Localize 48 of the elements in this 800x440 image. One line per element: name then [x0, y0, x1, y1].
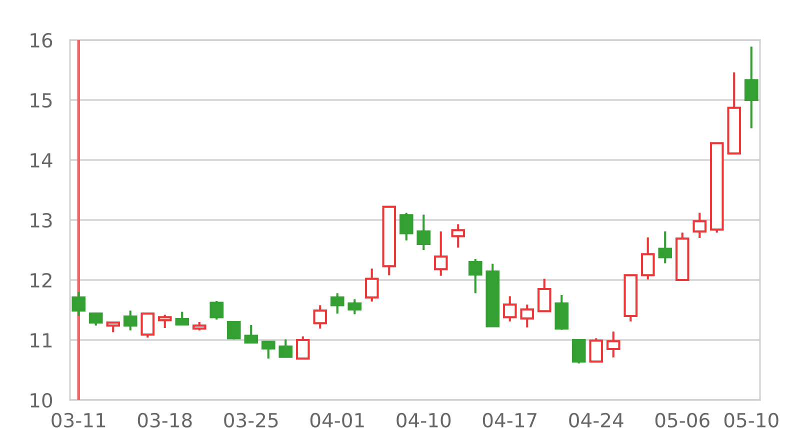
x-tick-label: 03-18 — [138, 412, 192, 428]
y-tick-label: 12 — [30, 272, 52, 288]
candlestick — [468, 258, 482, 294]
candlestick — [520, 304, 534, 328]
y-tick-label: 16 — [30, 32, 52, 48]
candlestick — [226, 320, 241, 340]
candlestick — [364, 268, 379, 303]
candlestick — [278, 338, 293, 358]
candlestick — [399, 212, 414, 242]
candlestick — [416, 214, 431, 252]
candlestick — [658, 230, 672, 264]
candlestick — [158, 314, 172, 330]
candlestick — [692, 212, 707, 240]
candlestick — [72, 290, 86, 318]
candlestick — [106, 322, 120, 334]
candlestick — [296, 335, 310, 360]
candlestick — [589, 337, 604, 363]
x-tick-label: 04-10 — [396, 412, 451, 428]
y-tick-label: 15 — [30, 93, 52, 108]
y-tick-label: 14 — [30, 153, 52, 168]
x-tick-label: 05-06 — [655, 412, 710, 428]
candlestick — [244, 324, 258, 344]
candlestick — [140, 312, 155, 339]
candlestick — [606, 330, 620, 358]
candlestick — [451, 223, 466, 249]
y-tick-label: 10 — [30, 392, 52, 408]
candlestick — [502, 295, 517, 322]
candlestick — [348, 298, 362, 316]
candlestick — [572, 338, 586, 364]
candlestick — [123, 310, 138, 332]
y-tick-label: 13 — [30, 212, 52, 228]
candlestick — [313, 304, 328, 330]
x-tick-label: 04-01 — [310, 412, 364, 428]
candlestick — [88, 312, 103, 327]
x-tick-label: 04-24 — [569, 412, 624, 428]
x-tick-label: 03-25 — [224, 412, 278, 428]
candlestick — [640, 236, 655, 280]
x-tick-label: 05-10 — [724, 412, 778, 428]
candlestick — [210, 300, 224, 321]
candlestick — [261, 340, 276, 360]
candlestick — [434, 230, 448, 277]
candlestick — [537, 278, 552, 312]
y-tick-label: 11 — [30, 333, 52, 348]
candlestick — [175, 310, 190, 326]
x-tick-label: 03-11 — [52, 412, 106, 428]
candlestick — [744, 46, 758, 130]
candlestick — [330, 292, 344, 315]
x-tick-label: 04-17 — [482, 412, 536, 428]
